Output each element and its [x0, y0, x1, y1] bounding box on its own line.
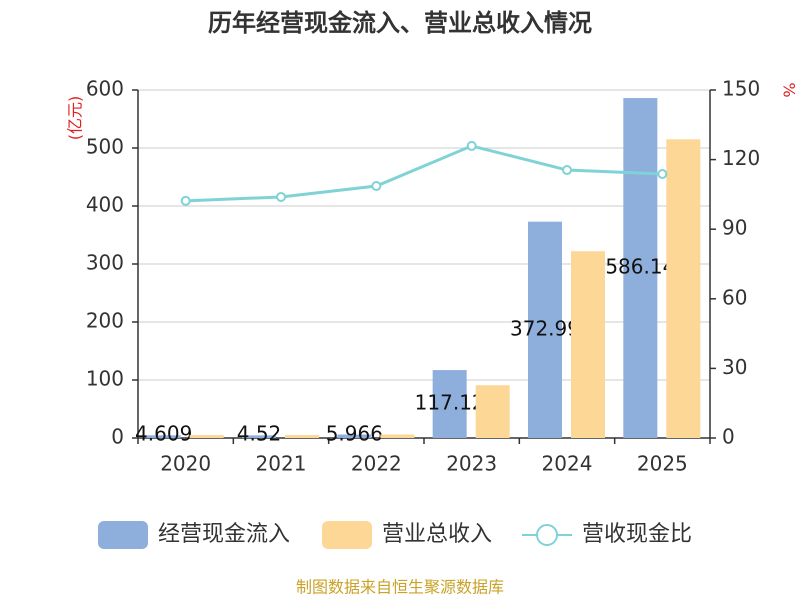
data-label: 372.99	[510, 316, 580, 340]
y2-tick-label: 90	[722, 216, 747, 240]
y-tick-label: 400	[86, 193, 124, 217]
y2-tick-label: 150	[722, 77, 760, 101]
legend-swatch	[98, 521, 148, 549]
y-tick-label: 100	[86, 367, 124, 391]
bar	[475, 385, 510, 438]
bar	[285, 435, 319, 438]
line-point	[657, 168, 668, 179]
data-label: 4.609	[135, 422, 192, 446]
data-label: 586.14	[605, 255, 675, 279]
bar	[337, 434, 372, 438]
x-tick-label: 2024	[542, 452, 593, 476]
y2-tick-label: 60	[722, 285, 747, 309]
source-note: 制图数据来自恒生聚源数据库	[296, 578, 504, 597]
y2-tick-label: 30	[722, 355, 747, 379]
line	[185, 144, 663, 203]
y2-tick-label: 120	[722, 146, 760, 170]
bar	[623, 98, 658, 438]
data-label: 117.12	[415, 391, 485, 415]
legend-swatch	[322, 521, 372, 549]
x-tick-label: 2025	[637, 452, 688, 476]
x-tick-label: 2021	[256, 452, 307, 476]
bar	[528, 221, 562, 438]
line-point	[371, 181, 382, 192]
y2-axis-label: %	[780, 82, 799, 97]
y-tick-label: 200	[86, 309, 124, 333]
y-tick-label: 300	[86, 251, 124, 275]
bar	[432, 370, 467, 438]
line-point	[562, 165, 572, 176]
data-label: 5.966	[326, 422, 383, 446]
y-axis-label: (亿元)	[66, 96, 85, 141]
bar	[571, 251, 605, 438]
y-tick-label: 500	[86, 135, 124, 159]
x-tick-label: 2023	[446, 452, 497, 476]
bar	[242, 435, 276, 438]
x-tick-label: 2022	[351, 452, 402, 476]
bar	[666, 139, 701, 439]
bar	[380, 434, 415, 438]
legend-label: 营收现金比	[582, 522, 692, 547]
bar	[146, 435, 181, 438]
line-point	[466, 140, 477, 151]
line-point	[180, 195, 191, 206]
y2-tick-label: 0	[722, 425, 735, 449]
x-tick-label: 2020	[160, 452, 211, 476]
bar	[189, 435, 224, 438]
y-tick-label: 600	[86, 77, 124, 101]
legend-label: 经营现金流入	[158, 522, 290, 547]
chart-title: 历年经营现金流入、营业总收入情况	[208, 9, 592, 37]
data-label: 4.52	[237, 422, 282, 446]
legend-label: 营业总收入	[382, 522, 492, 547]
legend-marker	[536, 524, 558, 546]
line-point	[276, 191, 286, 202]
y-tick-label: 0	[111, 425, 124, 449]
